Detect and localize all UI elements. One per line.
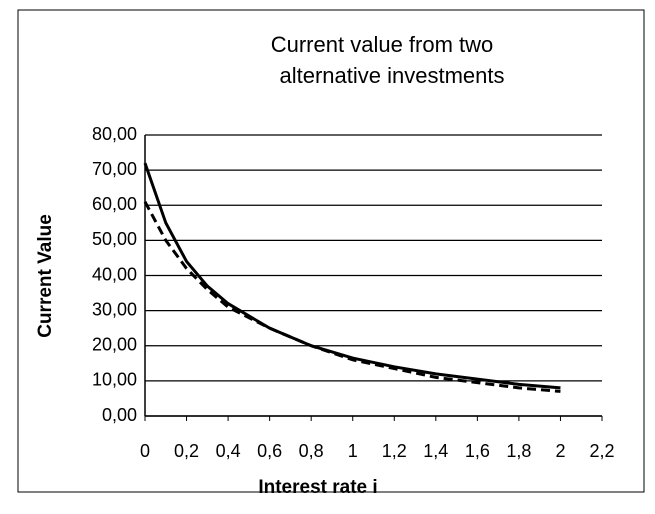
y-tick-label: 0,00 [102, 405, 137, 425]
y-tick-label: 60,00 [92, 194, 137, 214]
x-tick-label: 1,6 [465, 441, 490, 461]
y-tick-label: 70,00 [92, 159, 137, 179]
x-tick-label: 2,2 [589, 441, 614, 461]
y-tick-label: 80,00 [92, 124, 137, 144]
x-tick-label: 0,8 [299, 441, 324, 461]
x-tick-label: 0,2 [174, 441, 199, 461]
x-tick-label: 0,6 [257, 441, 282, 461]
x-tick-label: 1 [348, 441, 358, 461]
chart-title: Current value from two [271, 32, 494, 57]
chart-frame [17, 9, 645, 493]
x-tick-label: 1,2 [382, 441, 407, 461]
y-tick-label: 20,00 [92, 335, 137, 355]
x-tick-label: 0 [140, 441, 150, 461]
x-tick-label: 0,4 [216, 441, 241, 461]
y-axis-title: Current Value [35, 214, 56, 338]
x-tick-label: 1,4 [423, 441, 448, 461]
y-tick-label: 10,00 [92, 370, 137, 390]
x-tick-label: 2 [555, 441, 565, 461]
y-tick-label: 40,00 [92, 264, 137, 284]
x-axis-title: Interest rate i [258, 477, 377, 498]
line-series [143, 201, 561, 393]
chart-title: alternative investments [280, 63, 505, 88]
y-tick-label: 30,00 [92, 299, 137, 319]
y-tick-label: 50,00 [92, 229, 137, 249]
x-tick-label: 1,8 [506, 441, 531, 461]
